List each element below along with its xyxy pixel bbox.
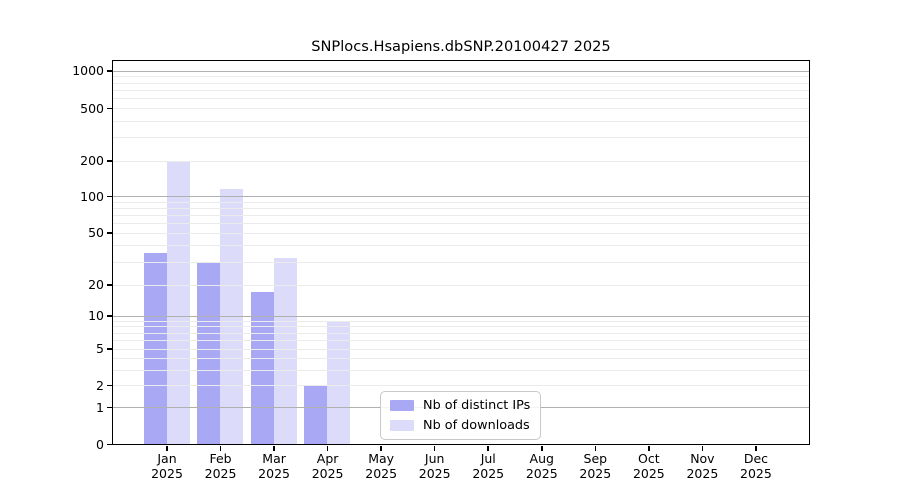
legend: Nb of distinct IPs Nb of downloads [380, 391, 542, 440]
x-axis-tick [594, 446, 597, 451]
x-axis-tick [273, 446, 275, 451]
x-axis-tick [219, 446, 222, 451]
bar-distinct-ips [250, 291, 274, 444]
y-axis-tick [106, 70, 112, 72]
x-axis-tick [433, 446, 436, 451]
gridline-minor [112, 98, 809, 100]
gridline-minor [112, 348, 809, 350]
gridline-minor [112, 137, 809, 139]
x-axis-tick [755, 446, 757, 451]
gridline-minor [112, 82, 809, 84]
y-axis-tick-label: 200 [80, 153, 104, 168]
gridline-major [112, 196, 809, 198]
x-axis-tick [701, 446, 704, 451]
gridline-minor [112, 326, 809, 328]
y-axis-tick [106, 384, 112, 387]
x-axis-tick-label: Jul 2025 [472, 451, 505, 481]
x-axis-tick [487, 446, 489, 451]
legend-swatch-downloads-icon [390, 420, 414, 431]
y-axis-tick-label: 2 [96, 377, 104, 393]
y-axis-tick-label: 10 [88, 308, 104, 323]
y-axis-tick [106, 315, 112, 317]
x-axis-tick [326, 446, 329, 451]
gridline-minor [112, 261, 809, 263]
y-axis-tick [106, 195, 112, 198]
y-axis-tick [106, 348, 112, 350]
x-axis-tick-label: Oct 2025 [632, 451, 665, 481]
legend-swatch-distinct-ips-icon [390, 400, 414, 411]
x-axis-tick-label: May 2025 [365, 451, 398, 481]
legend-item-downloads: Nb of downloads [390, 417, 530, 434]
legend-item-distinct-ips: Nb of distinct IPs [390, 397, 530, 414]
x-axis-tick [166, 446, 168, 451]
legend-label-downloads: Nb of downloads [423, 418, 530, 433]
gridline-major [112, 70, 809, 72]
gridline-minor [112, 201, 809, 203]
gridline-minor [112, 385, 809, 386]
gridline-major [112, 315, 809, 317]
x-axis-tick-label: Aug 2025 [525, 451, 558, 481]
y-axis-tick [106, 107, 112, 110]
gridline-minor [112, 332, 809, 334]
gridline-minor [112, 76, 809, 78]
y-axis-tick [106, 406, 112, 409]
bar-distinct-ips [143, 252, 167, 444]
y-axis-tick-label: 50 [88, 225, 104, 240]
x-axis-tick-label: Feb 2025 [204, 451, 237, 481]
y-axis-tick [106, 160, 112, 162]
y-axis-tick [106, 284, 112, 286]
y-axis-tick-label: 5 [96, 341, 104, 356]
gridline-minor [112, 369, 809, 371]
y-axis-tick [106, 232, 112, 234]
plot-area [111, 59, 810, 445]
x-axis-tick [648, 446, 650, 451]
bar-distinct-ips [197, 261, 221, 444]
x-axis-tick-label: Jun 2025 [418, 451, 451, 481]
x-axis-tick [380, 446, 382, 451]
x-axis-tick-label: Mar 2025 [258, 451, 290, 481]
y-axis-tick-label: 0 [96, 436, 104, 452]
gridline-minor [112, 160, 809, 162]
x-axis-tick-label: Sep 2025 [579, 451, 612, 481]
bar-downloads [273, 258, 297, 444]
gridline-minor [112, 232, 809, 234]
y-axis-tick-label: 500 [80, 100, 104, 116]
gridline-minor [112, 207, 809, 209]
gridline-minor [112, 108, 809, 109]
gridline-minor [112, 89, 809, 91]
gridline-minor [112, 214, 809, 216]
gridline-minor [112, 284, 809, 286]
gridline-minor [112, 358, 809, 360]
gridline-minor [112, 340, 809, 342]
chart-title: SNPlocs.Hsapiens.dbSNP.20100427 2025 [311, 38, 611, 55]
bar-downloads [166, 161, 190, 444]
x-axis-tick-label: Jan 2025 [151, 451, 183, 481]
gridline-minor [112, 120, 809, 122]
gridline-minor [112, 222, 809, 224]
legend-label-distinct-ips: Nb of distinct IPs [423, 398, 531, 413]
y-axis-tick [106, 443, 112, 446]
x-axis-tick-label: Apr 2025 [311, 451, 344, 481]
x-axis-tick-label: Dec 2025 [740, 451, 772, 481]
y-axis-tick-label: 1000 [72, 63, 104, 78]
y-axis-tick-label: 1 [96, 399, 104, 415]
bar-downloads [327, 320, 351, 444]
x-axis-tick-label: Nov 2025 [686, 451, 719, 481]
x-axis-tick [541, 446, 543, 451]
y-axis-tick-label: 100 [80, 188, 104, 204]
gridline-minor [112, 320, 809, 322]
gridline-minor [112, 245, 809, 247]
y-axis-tick-label: 20 [88, 277, 104, 292]
bar-distinct-ips [304, 385, 328, 444]
